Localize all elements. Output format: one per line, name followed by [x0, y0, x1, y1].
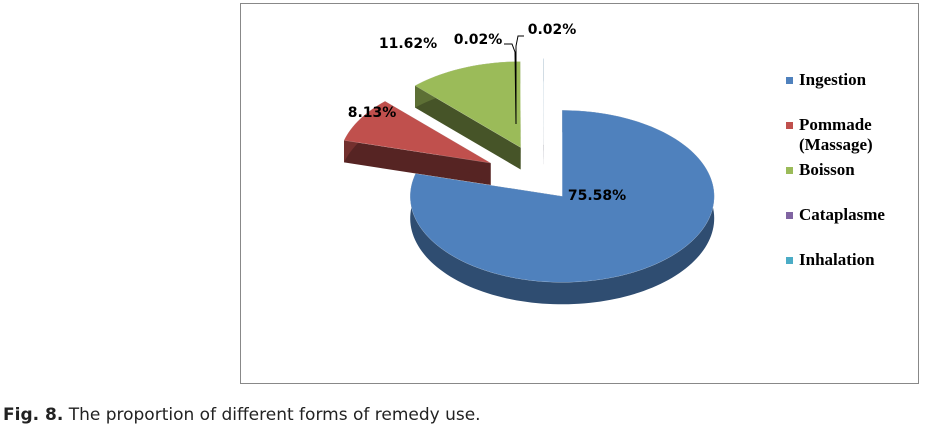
slice-wall	[344, 140, 491, 186]
slice	[343, 100, 491, 164]
legend-label: Pommade (Massage)	[799, 115, 873, 154]
slice	[409, 110, 715, 283]
slice-wall	[415, 85, 521, 170]
legend-marker	[786, 257, 793, 264]
legend-marker	[786, 212, 793, 219]
legend-label: Cataplasme	[799, 205, 885, 224]
data-label: 11.62%	[379, 36, 437, 52]
caption: Fig. 8. The proportion of different form…	[3, 405, 481, 425]
legend-item: Pommade (Massage)	[786, 115, 916, 160]
chart-frame	[240, 3, 919, 384]
legend: Ingestion Pommade (Massage) Boisson Catapla…	[786, 70, 916, 295]
legend-item: Cataplasme	[786, 205, 916, 250]
legend-marker	[786, 167, 793, 174]
caption-label: Fig. 8.	[3, 405, 64, 425]
data-label: 75.58%	[568, 188, 626, 204]
legend-item: Ingestion	[786, 70, 916, 115]
legend-item: Inhalation	[786, 250, 916, 295]
legend-label: Boisson	[799, 160, 855, 179]
leader-line	[515, 35, 524, 124]
data-label: 0.02%	[528, 22, 577, 38]
legend-marker	[786, 77, 793, 84]
data-label: 8.13%	[348, 105, 397, 121]
pie-tops	[343, 58, 715, 283]
legend-label: Inhalation	[799, 250, 875, 269]
data-label: 0.02%	[454, 32, 503, 48]
legend-item: Boisson	[786, 160, 916, 205]
caption-text: The proportion of different forms of rem…	[68, 405, 481, 425]
slice	[414, 61, 521, 148]
legend-marker	[786, 122, 793, 129]
legend-label: Ingestion	[799, 70, 867, 89]
